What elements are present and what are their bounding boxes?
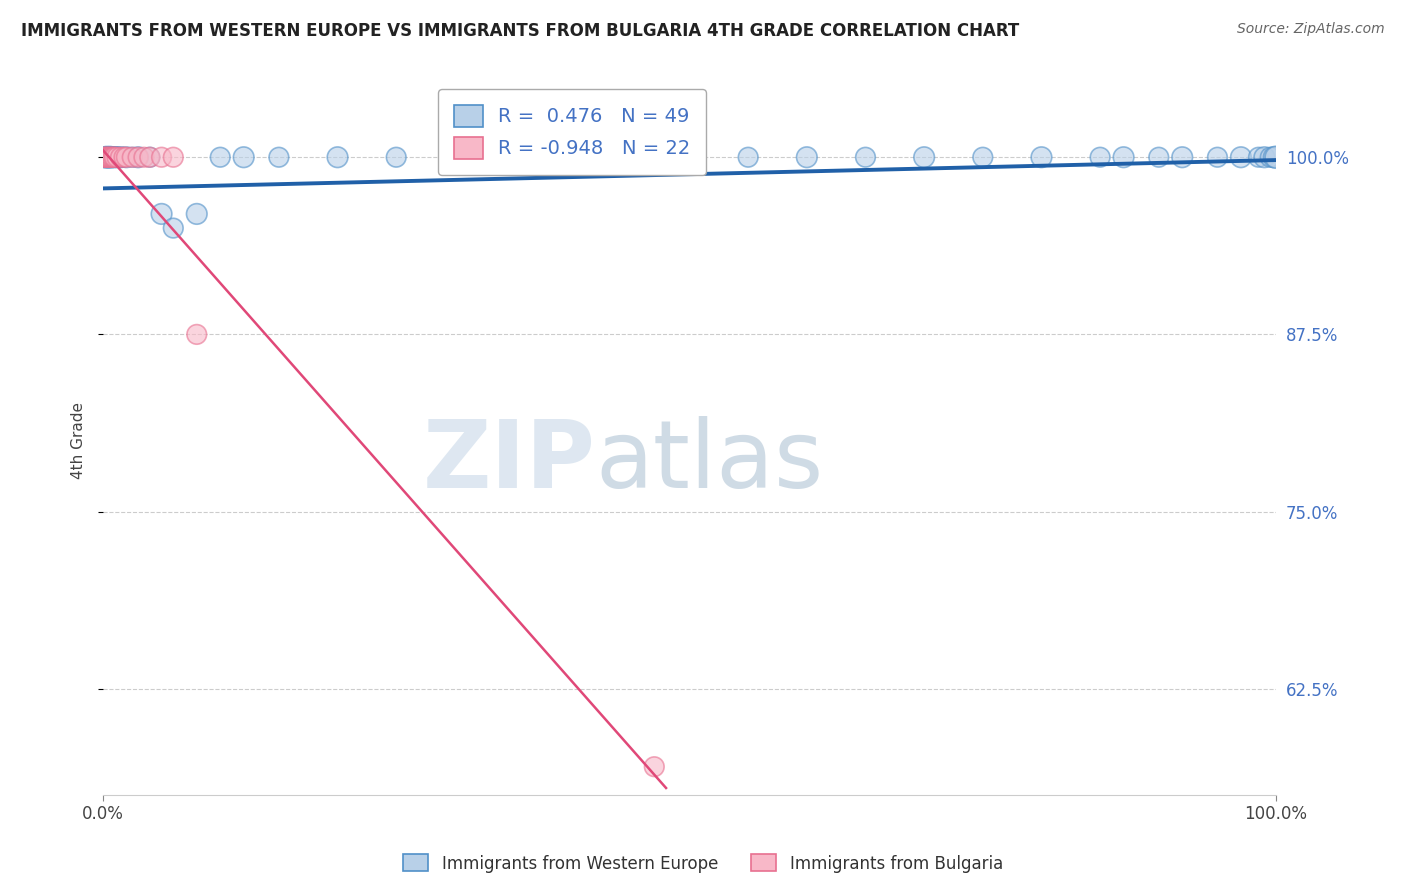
Point [150, 207, 173, 221]
Point [972, 150, 994, 164]
Point [1171, 150, 1194, 164]
Point [162, 221, 184, 235]
Point [643, 760, 665, 774]
Point [98, 150, 121, 164]
Y-axis label: 4th Grade: 4th Grade [72, 402, 86, 479]
Point [620, 150, 643, 164]
Point [96, 150, 118, 164]
Point [127, 150, 149, 164]
Point [93, 150, 115, 164]
Point [1088, 150, 1111, 164]
Point [96, 150, 118, 164]
Point [737, 150, 759, 164]
Point [97, 150, 120, 164]
Point [105, 150, 128, 164]
Point [1206, 150, 1229, 164]
Point [110, 150, 132, 164]
Point [110, 150, 132, 164]
Point [444, 150, 467, 164]
Point [94, 150, 117, 164]
Point [186, 327, 208, 342]
Point [855, 150, 877, 164]
Point [1265, 150, 1288, 164]
Point [1263, 150, 1285, 164]
Point [326, 150, 349, 164]
Point [97, 150, 120, 164]
Point [100, 150, 122, 164]
Point [97, 150, 120, 164]
Point [150, 150, 173, 164]
Point [139, 150, 162, 164]
Text: atlas: atlas [596, 416, 824, 508]
Point [186, 207, 208, 221]
Point [105, 150, 128, 164]
Point [267, 150, 290, 164]
Point [232, 150, 254, 164]
Legend: Immigrants from Western Europe, Immigrants from Bulgaria: Immigrants from Western Europe, Immigran… [396, 847, 1010, 880]
Text: Source: ZipAtlas.com: Source: ZipAtlas.com [1237, 22, 1385, 37]
Point [103, 150, 125, 164]
Point [1253, 150, 1275, 164]
Text: IMMIGRANTS FROM WESTERN EUROPE VS IMMIGRANTS FROM BULGARIA 4TH GRADE CORRELATION: IMMIGRANTS FROM WESTERN EUROPE VS IMMIGR… [21, 22, 1019, 40]
Point [101, 150, 124, 164]
Legend: R =  0.476   N = 49, R = -0.948   N = 22: R = 0.476 N = 49, R = -0.948 N = 22 [439, 89, 706, 175]
Point [121, 150, 143, 164]
Point [132, 150, 155, 164]
Point [93, 150, 115, 164]
Point [115, 150, 138, 164]
Point [98, 150, 121, 164]
Point [115, 150, 138, 164]
Point [127, 150, 149, 164]
Point [104, 150, 127, 164]
Point [112, 150, 135, 164]
Point [104, 150, 127, 164]
Point [209, 150, 232, 164]
Point [121, 150, 143, 164]
Point [796, 150, 818, 164]
Point [1230, 150, 1253, 164]
Point [94, 150, 117, 164]
Point [162, 150, 184, 164]
Text: ZIP: ZIP [423, 416, 596, 508]
Point [561, 150, 583, 164]
Point [101, 150, 124, 164]
Point [107, 150, 129, 164]
Point [1112, 150, 1135, 164]
Point [97, 150, 120, 164]
Point [502, 150, 524, 164]
Point [1247, 150, 1270, 164]
Point [912, 150, 935, 164]
Point [1258, 150, 1281, 164]
Point [1031, 150, 1053, 164]
Point [385, 150, 408, 164]
Point [678, 150, 700, 164]
Point [103, 150, 125, 164]
Point [104, 150, 127, 164]
Point [100, 150, 122, 164]
Point [1147, 150, 1170, 164]
Point [139, 150, 162, 164]
Point [111, 150, 134, 164]
